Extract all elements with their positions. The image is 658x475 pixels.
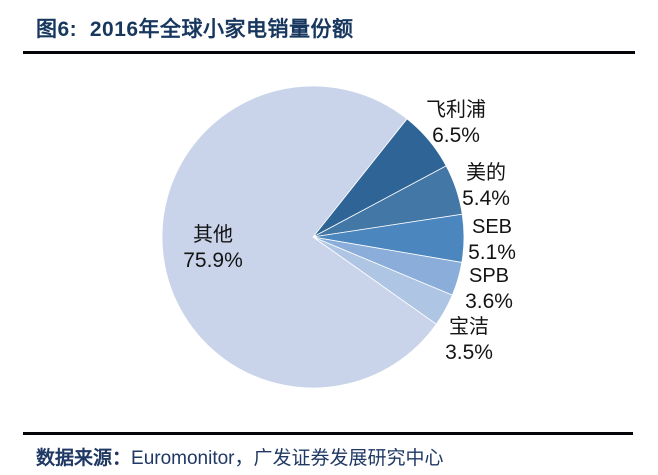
slice-name: SEB — [471, 216, 513, 238]
footer-divider — [23, 432, 633, 435]
footer-source-text: Euromonitor，广发证券发展研究中心 — [131, 448, 444, 469]
pie-slice-5 — [161, 85, 437, 389]
slice-name: 宝洁 — [449, 316, 489, 338]
slice-label-1: 美的 5.4% — [462, 160, 510, 212]
slice-value: 5.1% — [468, 241, 516, 264]
slice-value: 5.4% — [462, 187, 510, 210]
figure-title: 图6: 2016年全球小家电销量份额 — [36, 18, 354, 41]
footer-source: 数据来源：Euromonitor，广发证券发展研究中心 — [36, 443, 444, 470]
slice-name: 美的 — [466, 162, 506, 184]
footer-source-label: 数据来源： — [36, 448, 132, 469]
slice-label-2: SEB 5.1% — [468, 214, 516, 266]
slice-label-3: SPB 3.6% — [465, 263, 513, 315]
slice-value: 75.9% — [183, 249, 243, 272]
slice-name: 其他 — [192, 224, 233, 246]
slice-value: 6.5% — [432, 124, 480, 147]
slice-value: 3.6% — [465, 290, 513, 313]
title-divider — [23, 51, 635, 54]
slice-label-4: 宝洁 3.5% — [445, 314, 493, 366]
slice-name: SPB — [468, 265, 510, 287]
slice-name: 飞利浦 — [426, 99, 486, 121]
slice-label-0: 飞利浦 6.5% — [426, 97, 486, 149]
slice-value: 3.5% — [445, 341, 493, 364]
slice-label-5: 其他 75.9% — [183, 222, 243, 274]
